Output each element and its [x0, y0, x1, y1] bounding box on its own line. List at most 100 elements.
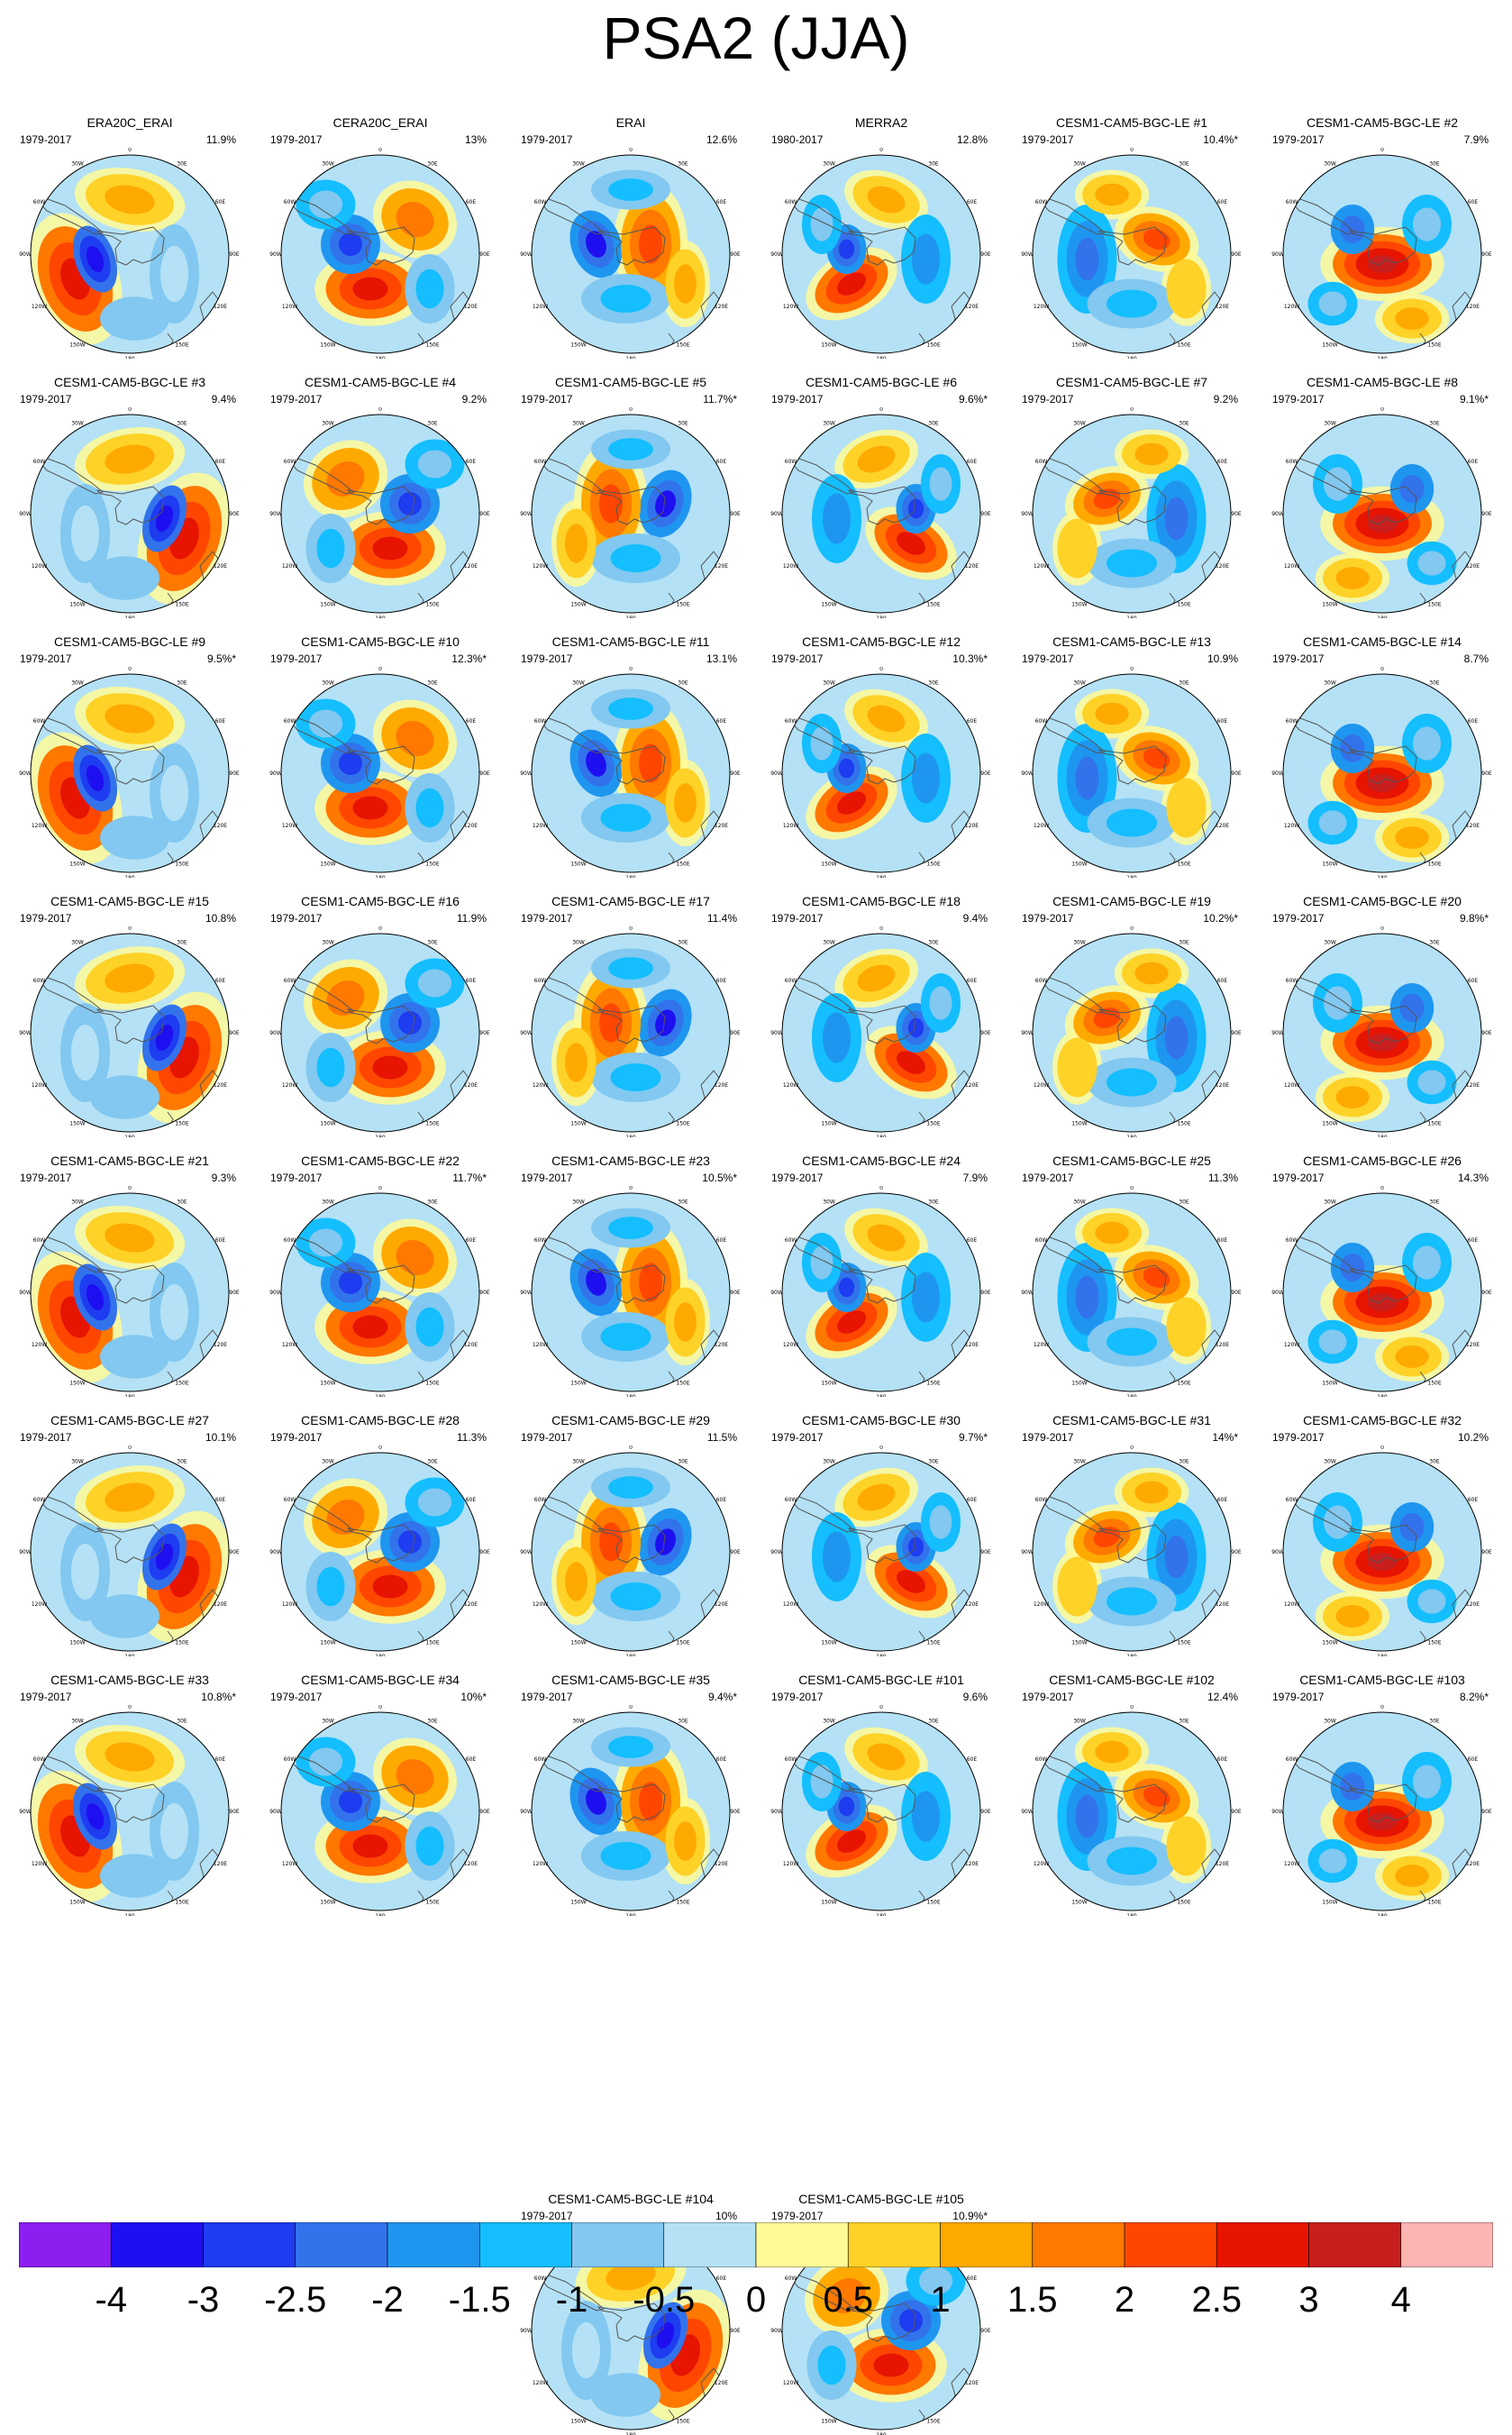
- longitude-label: 120E: [965, 1342, 979, 1348]
- longitude-label: 180: [625, 1394, 636, 1397]
- longitude-label: 120W: [783, 1342, 798, 1348]
- anomaly-contour: [897, 1051, 925, 1074]
- anomaly-contour: [105, 1742, 155, 1772]
- colorbar-swatch: [940, 2222, 1034, 2267]
- panel-period: 1979-2017: [1022, 133, 1074, 146]
- longitude-label: 120W: [1034, 823, 1049, 829]
- anomaly-contour: [1367, 515, 1398, 533]
- longitude-label: 30W: [71, 421, 84, 427]
- anomaly-contour: [897, 1570, 925, 1593]
- anomaly-contour: [918, 2266, 953, 2295]
- anomaly-contour: [610, 1062, 661, 1092]
- longitude-label: 60E: [716, 978, 727, 984]
- longitude-label: 60E: [215, 978, 226, 984]
- anomaly-contour: [352, 796, 388, 820]
- longitude-label: 120W: [533, 1342, 548, 1348]
- panel-period: 1979-2017: [20, 912, 72, 925]
- anomaly-contour: [352, 1834, 388, 1858]
- longitude-label: 150W: [1071, 601, 1087, 607]
- longitude-label: 60W: [534, 2275, 547, 2282]
- longitude-label: 90E: [1481, 1549, 1492, 1555]
- longitude-label: 150E: [1177, 861, 1190, 867]
- panel-period: 1979-2017: [1272, 393, 1325, 406]
- longitude-label: 120E: [1466, 1082, 1480, 1089]
- panel-title: CESM1-CAM5-BGC-LE #15: [50, 894, 209, 908]
- longitude-label: 60E: [967, 459, 978, 465]
- longitude-label: 150E: [425, 1120, 439, 1126]
- longitude-label: 60E: [716, 1237, 727, 1244]
- south-america-coastline: [782, 451, 856, 495]
- anomaly-contour: [1318, 1848, 1347, 1874]
- anomaly-contour: [1107, 549, 1157, 578]
- panel-variance-percent: 11.7%*: [452, 1172, 487, 1184]
- anomaly-contour: [1075, 237, 1099, 281]
- longitude-label: 180: [625, 1135, 636, 1137]
- anomaly-contour: [1107, 1587, 1157, 1616]
- longitude-label: 30E: [427, 1719, 438, 1725]
- longitude-label: 120W: [1034, 1861, 1049, 1867]
- anomaly-contour: [372, 536, 408, 561]
- longitude-label: 180: [124, 1135, 135, 1137]
- longitude-label: 30W: [322, 161, 334, 168]
- longitude-label: 120W: [783, 1082, 798, 1089]
- anomaly-contour: [1318, 1329, 1347, 1354]
- anomaly-contour: [857, 1483, 896, 1511]
- longitude-label: 60E: [466, 978, 477, 984]
- longitude-label: 90W: [770, 1290, 783, 1296]
- longitude-label: 30E: [427, 421, 438, 427]
- longitude-label: 150E: [1177, 1899, 1190, 1905]
- longitude-label: 90E: [229, 511, 240, 517]
- longitude-label: 90W: [19, 1290, 32, 1296]
- longitude-label: 120W: [533, 1082, 548, 1089]
- longitude-label: 30W: [71, 1719, 84, 1725]
- longitude-label: 180: [1126, 875, 1137, 878]
- longitude-label: 150W: [1322, 861, 1337, 867]
- longitude-label: 60W: [534, 718, 547, 725]
- panel-variance-percent: 10.9%: [1207, 652, 1238, 665]
- south-america-coastline: [782, 1490, 856, 1533]
- panel-title: CESM1-CAM5-BGC-LE #2: [1306, 115, 1459, 130]
- longitude-label: 90W: [1271, 771, 1284, 777]
- anomaly-contour: [608, 1736, 653, 1758]
- longitude-label: 90W: [770, 251, 783, 258]
- longitude-label: 60W: [1286, 1756, 1298, 1763]
- longitude-label: 30W: [1073, 1719, 1086, 1725]
- polar-map: 0 30E 60E 90E 120E 150E 180 150W 120W 90W 60W 30W: [1271, 1186, 1492, 1397]
- longitude-label: 30E: [678, 940, 688, 946]
- longitude-label: 30W: [1324, 680, 1336, 687]
- anomaly-contour: [1143, 1267, 1170, 1288]
- anomaly-contour: [838, 758, 855, 779]
- longitude-label: 120W: [533, 1861, 548, 1867]
- panel-variance-percent: 7.9%: [1463, 133, 1489, 146]
- longitude-label: 120E: [1466, 304, 1480, 310]
- panel-title: CESM1-CAM5-BGC-LE #9: [53, 634, 206, 649]
- longitude-label: 150E: [1427, 1120, 1441, 1126]
- panel-period: 1979-2017: [521, 1691, 573, 1703]
- anomaly-contour: [105, 963, 155, 993]
- anomaly-contour: [1335, 1086, 1370, 1108]
- map-panel: CESM1-CAM5-BGC-LE #102 1979-2017 12.4% 0 30E…: [1013, 1673, 1251, 1916]
- longitude-label: 60E: [716, 1756, 727, 1763]
- longitude-label: 120W: [1284, 1342, 1299, 1348]
- longitude-label: 120E: [464, 823, 478, 829]
- panel-title: CESM1-CAM5-BGC-LE #104: [548, 2192, 714, 2206]
- map-boundary: [1032, 673, 1232, 873]
- anomaly-contour: [1340, 1253, 1365, 1282]
- longitude-label: 120W: [533, 2380, 548, 2386]
- longitude-label: 0: [378, 1186, 382, 1191]
- longitude-label: 180: [876, 1913, 887, 1916]
- longitude-label: 0: [1380, 1705, 1384, 1710]
- longitude-label: 30W: [322, 680, 334, 687]
- longitude-label: 60E: [1217, 718, 1228, 725]
- polar-map: 0 30E 60E 90E 120E 150E 180 150W 120W 90W 60W 30W: [1271, 148, 1492, 359]
- panel-title: CESM1-CAM5-BGC-LE #34: [301, 1673, 460, 1687]
- longitude-label: 0: [1380, 667, 1384, 672]
- longitude-label: 90E: [1231, 511, 1242, 517]
- longitude-label: 120E: [965, 2380, 979, 2386]
- longitude-label: 0: [378, 1705, 382, 1710]
- longitude-label: 120E: [715, 1342, 728, 1348]
- longitude-label: 60E: [1217, 459, 1228, 465]
- longitude-label: 60W: [1035, 1237, 1048, 1244]
- anomaly-contour: [674, 1821, 697, 1861]
- longitude-label: 90E: [980, 1290, 991, 1296]
